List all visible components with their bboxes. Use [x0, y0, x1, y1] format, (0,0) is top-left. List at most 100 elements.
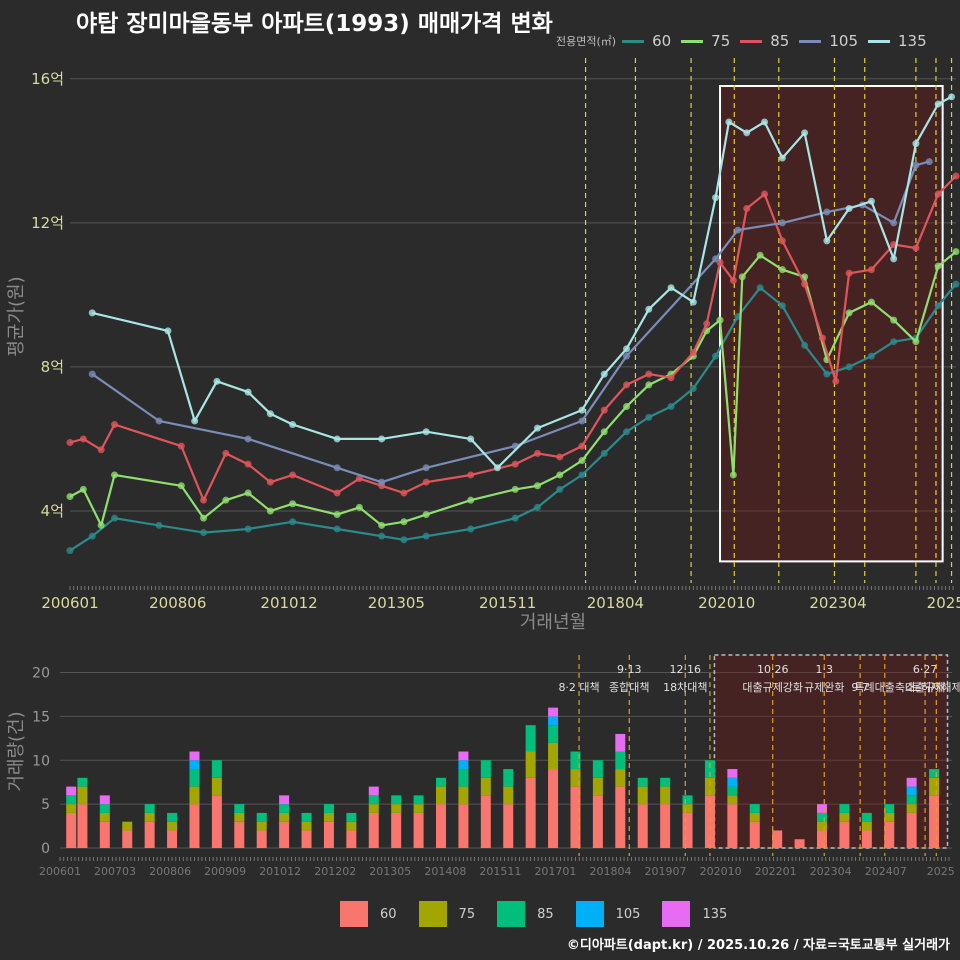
- data-point-75: [623, 403, 631, 411]
- data-point-135: [191, 417, 199, 425]
- volume-bar-75: [391, 804, 402, 813]
- volume-bar-60: [794, 839, 805, 848]
- volume-bar-75: [884, 812, 895, 822]
- data-point-60: [845, 363, 853, 371]
- volume-bar-60: [525, 777, 536, 848]
- legend-swatch-85: [740, 39, 763, 43]
- data-point-75: [912, 338, 920, 346]
- data-point-85: [79, 435, 87, 443]
- volume-bar-85: [66, 795, 77, 805]
- volume-legend-swatch: [418, 901, 447, 927]
- volume-bar-60: [66, 812, 77, 848]
- data-point-135: [493, 464, 501, 472]
- data-point-75: [97, 521, 105, 529]
- volume-bar-75: [503, 786, 514, 805]
- volume-legend-label: 75: [458, 906, 476, 922]
- volume-bar-75: [929, 777, 940, 796]
- data-point-135: [213, 377, 221, 385]
- volume-bar-75: [660, 786, 671, 805]
- volume-bar-75: [839, 812, 850, 822]
- volume-bar-60: [749, 821, 760, 848]
- legend-swatch-75: [681, 39, 704, 43]
- data-point-75: [355, 503, 363, 511]
- data-point-60: [111, 514, 119, 522]
- policy-name-label: 대출규제강화: [742, 681, 803, 694]
- data-point-135: [289, 421, 297, 429]
- x-tick-label: 201804: [587, 594, 644, 612]
- volume-bar-60: [570, 786, 581, 848]
- data-point-85: [667, 374, 675, 382]
- data-point-85: [556, 453, 564, 461]
- data-point-85: [511, 460, 519, 468]
- data-point-135: [801, 129, 809, 137]
- price-chart-panel: 4억 8억 12억 16억 200601 200806 201012 201305 201511…: [6, 58, 960, 633]
- area-legend: 전용면적(㎡) 60 75 85 105 135: [556, 32, 937, 50]
- policy-name-label: 9·7: [851, 681, 869, 694]
- volume-bar-85: [861, 812, 872, 822]
- volume-bar-85: [436, 777, 447, 787]
- volume-bar-85: [637, 777, 648, 787]
- volume-bar-75: [211, 777, 222, 796]
- volume-bar-135: [279, 795, 290, 805]
- data-point-60: [623, 428, 631, 436]
- data-point-75: [578, 457, 586, 465]
- policy-name-label: 토허제해제: [911, 680, 960, 694]
- data-point-135: [467, 435, 475, 443]
- volume-bar-85: [189, 769, 200, 787]
- volume-bar-105: [458, 760, 469, 770]
- data-point-135: [725, 118, 733, 126]
- volume-bar-75: [704, 777, 715, 796]
- volume-bar-60: [884, 821, 895, 848]
- policy-name-label: 18차대책: [663, 681, 707, 694]
- policy-date-label: 6·27: [913, 663, 938, 676]
- data-point-75: [333, 511, 341, 519]
- data-point-85: [111, 421, 119, 429]
- legend-label: 135: [898, 32, 927, 50]
- volume-legend-swatch: [497, 901, 526, 927]
- policy-date-label: 10·26: [757, 663, 789, 676]
- volume-bar-60: [346, 830, 357, 848]
- volume-x-tick-label: 202407: [865, 865, 907, 878]
- volume-legend-swatch: [662, 901, 691, 927]
- data-point-60: [934, 302, 942, 310]
- volume-bar-75: [234, 812, 245, 822]
- data-point-135: [623, 345, 631, 353]
- data-point-60: [667, 403, 675, 411]
- data-point-85: [289, 471, 297, 479]
- volume-bar-85: [592, 760, 603, 778]
- x-tick-label: 201511: [479, 594, 536, 612]
- data-point-105: [378, 478, 386, 486]
- data-point-60: [578, 471, 586, 479]
- volume-bar-60: [167, 830, 178, 848]
- data-point-60: [511, 514, 519, 522]
- data-point-105: [734, 226, 742, 234]
- volume-bar-60: [99, 821, 110, 848]
- y-axis-label: 평균가(원): [6, 276, 27, 356]
- volume-bar-75: [525, 751, 536, 778]
- data-point-60: [556, 485, 564, 493]
- volume-bar-60: [211, 795, 222, 848]
- volume-bar-60: [660, 804, 671, 848]
- volume-bar-75: [436, 786, 447, 805]
- volume-bar-75: [570, 769, 581, 787]
- legend-swatch-105: [799, 39, 822, 43]
- policy-name-label: 종합대책: [609, 681, 649, 694]
- volume-bar-85: [323, 804, 334, 813]
- data-point-85: [703, 320, 711, 328]
- x-tick-label: 2025: [927, 594, 960, 612]
- volume-y-tick-label: 5: [41, 797, 50, 813]
- volume-bar-135: [615, 733, 626, 752]
- volume-bar-85: [525, 725, 536, 752]
- volume-bar-85: [906, 795, 917, 805]
- volume-bar-75: [861, 821, 872, 831]
- volume-bar-85: [167, 812, 178, 822]
- legend-item-85: 85: [740, 32, 789, 50]
- data-point-85: [761, 190, 769, 198]
- data-point-105: [422, 464, 430, 472]
- data-point-105: [912, 161, 920, 169]
- data-point-75: [533, 482, 541, 490]
- data-point-60: [422, 532, 430, 540]
- volume-x-tick-label: 200703: [94, 865, 136, 878]
